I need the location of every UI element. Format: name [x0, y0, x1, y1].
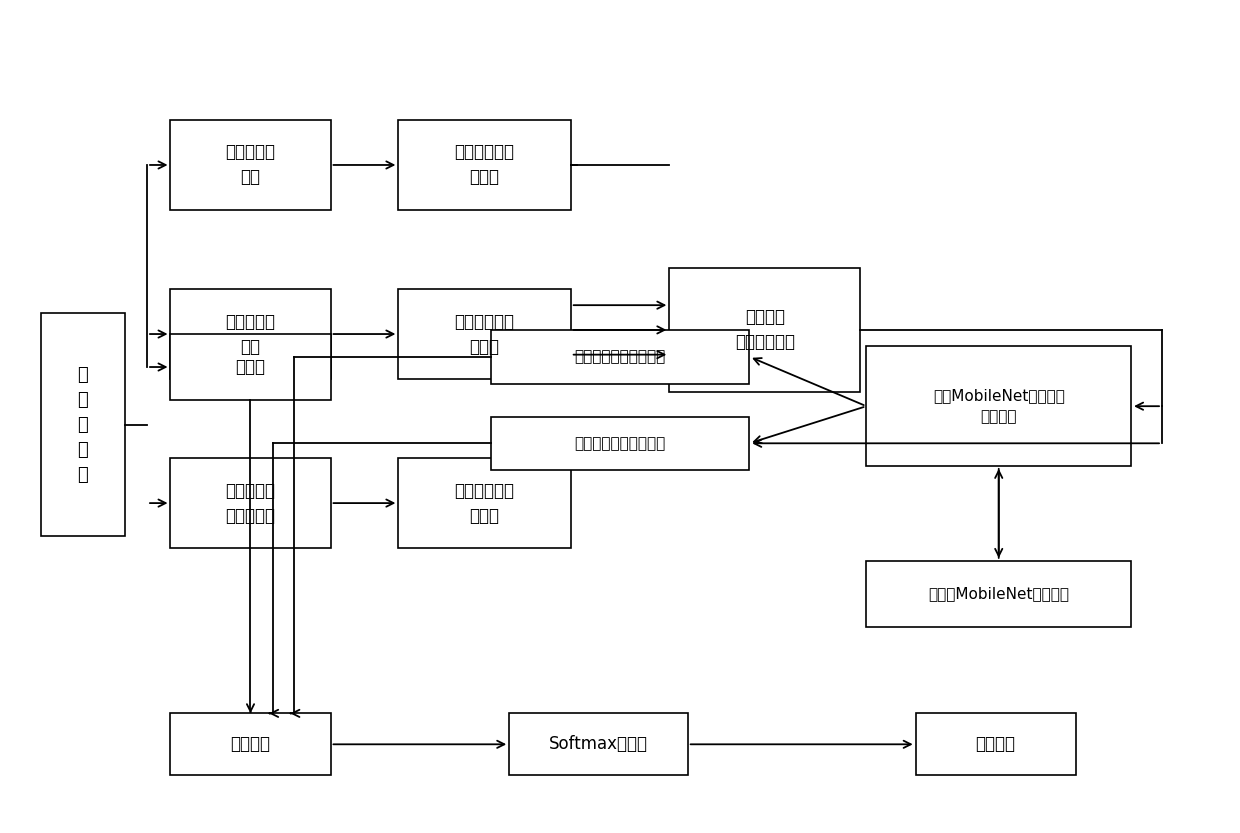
Bar — [398, 457, 570, 548]
Text: 灰度共生矩阵特征参数: 灰度共生矩阵特征参数 — [574, 436, 666, 451]
Text: 短时傅里叶
变换: 短时傅里叶 变换 — [226, 143, 275, 187]
Text: 波形熵: 波形熵 — [236, 358, 265, 376]
Text: 通道融合
三维图像合成: 通道融合 三维图像合成 — [735, 308, 795, 352]
Bar — [398, 289, 570, 379]
Bar — [170, 120, 331, 211]
Bar — [510, 713, 688, 776]
Bar — [398, 120, 570, 211]
Text: 提取绿色单通
道图像: 提取绿色单通 道图像 — [455, 312, 515, 356]
Text: 提取绿色单通
道图像: 提取绿色单通 道图像 — [455, 481, 515, 525]
Text: 希尔伯特黄
变换: 希尔伯特黄 变换 — [226, 312, 275, 356]
Text: 局部线性嵌入算法降维: 局部线性嵌入算法降维 — [574, 349, 666, 364]
Bar — [170, 713, 331, 776]
Text: 改进的魏格
纳时频分布: 改进的魏格 纳时频分布 — [226, 481, 275, 525]
Text: 提取绿色单通
道图像: 提取绿色单通 道图像 — [455, 143, 515, 187]
Bar — [41, 313, 125, 536]
Text: 预训练MobileNet模型网络: 预训练MobileNet模型网络 — [929, 586, 1069, 601]
Bar — [491, 416, 749, 470]
Bar — [170, 289, 331, 379]
Bar — [491, 330, 749, 383]
Bar — [867, 561, 1131, 626]
Text: 特征拼接: 特征拼接 — [231, 736, 270, 753]
Text: 辐
射
源
信
号: 辐 射 源 信 号 — [78, 366, 88, 484]
Text: 迁移MobileNet模型网络
提取特征: 迁移MobileNet模型网络 提取特征 — [932, 388, 1065, 424]
Bar — [867, 347, 1131, 466]
Text: 识别输出: 识别输出 — [976, 736, 1016, 753]
Bar — [170, 334, 331, 400]
Text: Softmax分类器: Softmax分类器 — [549, 736, 649, 753]
Bar — [670, 268, 861, 392]
Bar — [915, 713, 1076, 776]
Bar — [170, 457, 331, 548]
